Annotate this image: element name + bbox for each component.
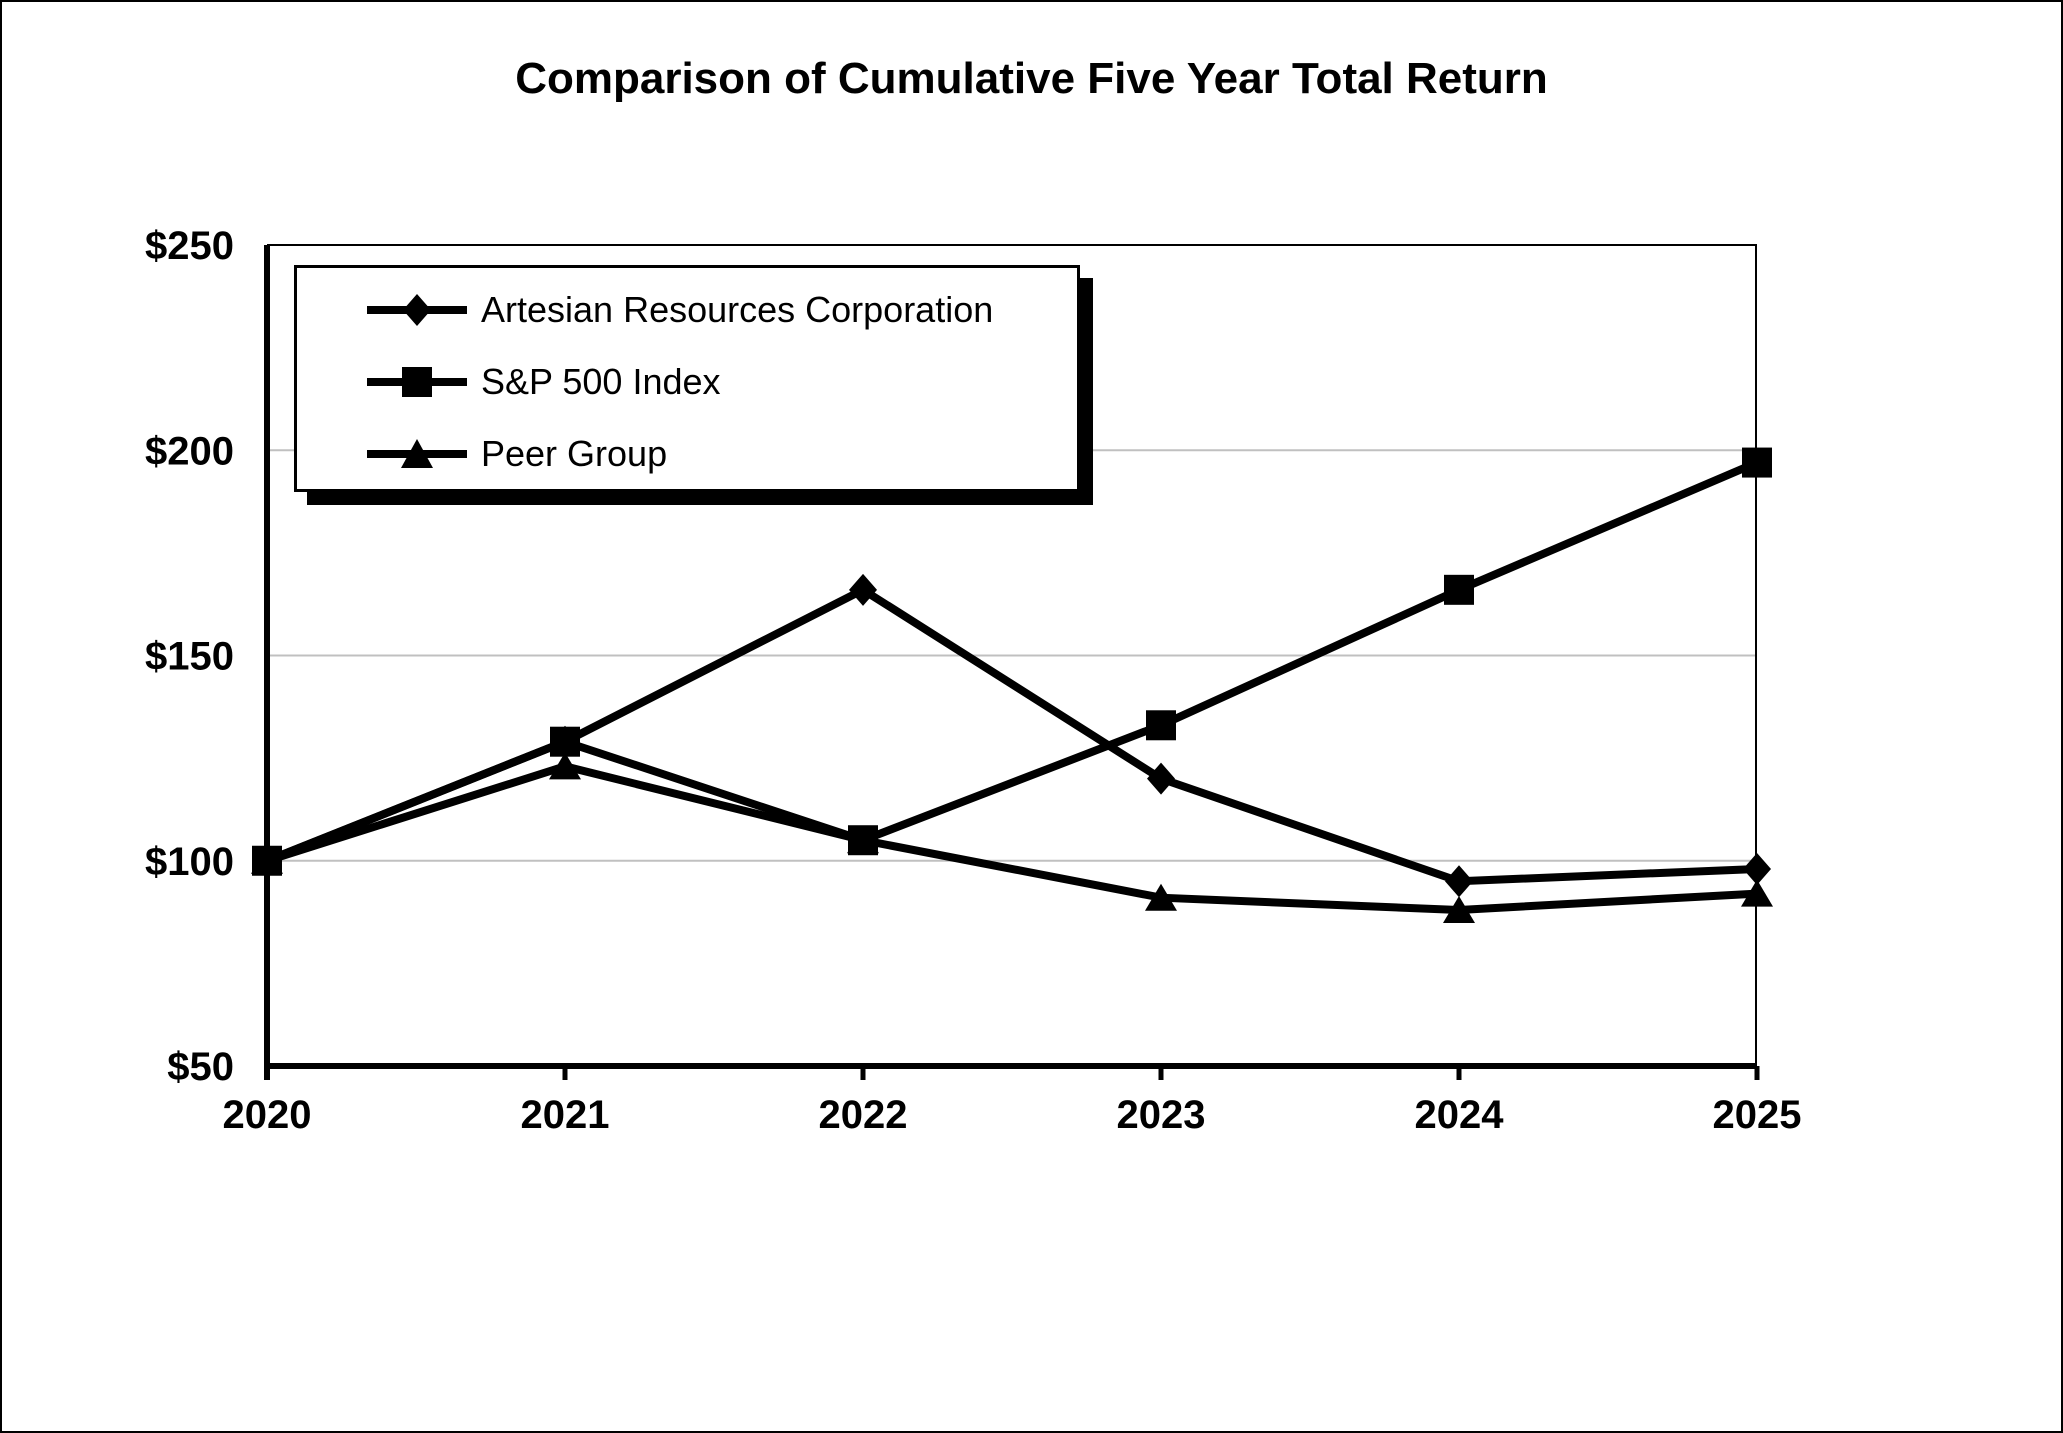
legend-item-artesian-resources-corporation: Artesian Resources Corporation <box>297 274 1077 346</box>
diamond-marker-line-icon <box>367 294 467 326</box>
triangle-marker-line-icon <box>367 439 467 468</box>
series-line-artesian-resources-corporation <box>265 585 1758 886</box>
x-tick-label-2024: 2024 <box>1415 1093 1505 1137</box>
legend-item-peer-group: Peer Group <box>297 418 1077 490</box>
legend-box: Artesian Resources Corporation S&P 500 I… <box>294 265 1080 492</box>
diamond-marker-artesian-resources-corporation-2024 <box>1445 865 1473 898</box>
square-marker-s-p-500-index-2024 <box>1444 574 1474 605</box>
square-marker-s-p-500-index-2025 <box>1742 447 1772 478</box>
series-line-s-p-500-index <box>265 458 1759 865</box>
x-tick-label-2025: 2025 <box>1713 1093 1802 1137</box>
y-tick-label-50: $50 <box>167 1045 234 1089</box>
legend-label: Artesian Resources Corporation <box>481 289 994 330</box>
chart-title: Comparison of Cumulative Five Year Total… <box>515 54 1548 103</box>
legend-label: Peer Group <box>481 433 668 474</box>
square-marker-s-p-500-index-2022 <box>848 825 878 856</box>
x-tick-label-2020: 2020 <box>223 1093 312 1137</box>
diamond-marker-artesian-resources-corporation-2025 <box>1743 852 1771 885</box>
y-tick-label-150: $150 <box>145 635 234 679</box>
triangle-marker-peer-group-2021 <box>549 752 581 780</box>
diamond-marker-artesian-resources-corporation-2023 <box>1147 762 1175 795</box>
triangle-marker-peer-group-2024 <box>1443 896 1475 924</box>
x-tick-label-2023: 2023 <box>1117 1093 1206 1137</box>
square-marker-s-p-500-index-2020 <box>252 845 282 876</box>
legend-item-sp-500-index: S&P 500 Index <box>297 346 1077 418</box>
series-line-peer-group <box>265 762 1758 915</box>
x-tick-label-2022: 2022 <box>819 1093 908 1137</box>
x-tick-label-2021: 2021 <box>521 1093 610 1137</box>
legend-label: S&P 500 Index <box>481 361 721 402</box>
y-tick-label-200: $200 <box>145 429 234 473</box>
square-marker-line-icon <box>367 367 467 397</box>
triangle-marker-peer-group-2023 <box>1145 883 1177 911</box>
triangle-marker-peer-group-2025 <box>1741 879 1773 907</box>
square-marker-s-p-500-index-2023 <box>1146 710 1176 741</box>
square-marker-s-p-500-index-2021 <box>550 726 580 757</box>
y-tick-label-250: $250 <box>145 224 234 268</box>
y-tick-label-100: $100 <box>145 840 234 884</box>
diamond-marker-artesian-resources-corporation-2022 <box>849 573 877 606</box>
